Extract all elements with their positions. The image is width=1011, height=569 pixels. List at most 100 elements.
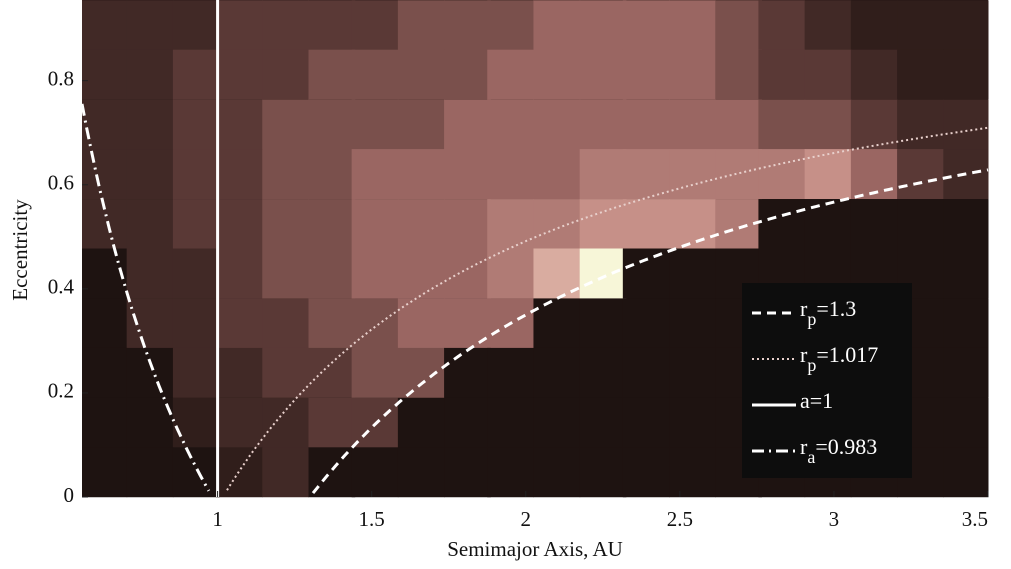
heat-cell (126, 149, 174, 200)
legend-label-part: r (800, 296, 808, 321)
heat-cell (444, 0, 491, 51)
heat-cell (758, 99, 806, 150)
heat-cell (579, 347, 627, 398)
heat-cell (487, 99, 534, 150)
heat-cell (622, 447, 670, 498)
heat-cell (804, 49, 852, 100)
heat-cell (669, 0, 716, 51)
heat-cell (126, 49, 174, 100)
heat-cell (216, 0, 263, 51)
curve (80, 103, 211, 492)
heat-cell (579, 199, 627, 249)
heat-cell (943, 447, 989, 498)
heat-cell (308, 49, 356, 100)
heat-cell (82, 49, 128, 100)
legend-label-part: p (807, 355, 816, 375)
heat-cell (897, 49, 944, 100)
y-axis-label: Eccentricity (8, 199, 32, 301)
heat-cell (308, 199, 356, 249)
heat-cell (262, 149, 309, 200)
heat-cell (82, 99, 128, 150)
legend-label: ra=0.983 (800, 434, 877, 467)
heat-cell (172, 347, 220, 398)
heat-cell (397, 248, 445, 299)
legend-box (742, 283, 912, 478)
x-tick-label: 2.5 (667, 507, 693, 531)
heat-cell (397, 99, 445, 150)
heat-cell (669, 248, 716, 299)
heat-cell (622, 248, 670, 299)
heat-cell (308, 397, 356, 448)
legend-label-part: r (800, 434, 808, 459)
heat-cell (622, 298, 670, 349)
heat-cell (351, 49, 399, 100)
heat-cell (397, 447, 445, 498)
heat-cell (397, 149, 445, 200)
heat-cell (850, 199, 898, 249)
heat-cell (943, 49, 989, 100)
legend-label-part: =0.983 (815, 434, 877, 459)
heat-cell (622, 199, 670, 249)
heat-cell (308, 149, 356, 200)
heat-cell (126, 347, 174, 398)
heat-cell (308, 99, 356, 150)
heat-cell (850, 99, 898, 150)
heat-cell (622, 99, 670, 150)
heat-cell (82, 0, 128, 51)
heat-cell (172, 0, 220, 51)
heat-cell (82, 397, 128, 448)
heat-cell (715, 99, 762, 150)
heat-cell (126, 199, 174, 249)
y-tick-label: 0.4 (48, 275, 75, 299)
heat-cell (622, 347, 670, 398)
heat-cell (262, 99, 309, 150)
heat-cell (622, 49, 670, 100)
heat-cell (579, 0, 627, 51)
heat-cell (82, 248, 128, 299)
legend-label: rp=1.017 (800, 342, 878, 375)
heat-cell (804, 0, 852, 51)
heat-cell (444, 347, 491, 398)
heat-cell (172, 99, 220, 150)
heat-cell (758, 199, 806, 249)
heat-cell (444, 49, 491, 100)
curves (80, 0, 989, 497)
heat-cell (622, 397, 670, 448)
heat-cell (397, 199, 445, 249)
heat-cell (487, 397, 534, 448)
heat-cell (533, 298, 581, 349)
heat-cell (216, 298, 263, 349)
heat-cell (897, 99, 944, 150)
curve (311, 168, 989, 495)
heat-cell (126, 447, 174, 498)
heat-cell (487, 49, 534, 100)
y-tick-label: 0.6 (48, 171, 74, 195)
heat-cell (533, 347, 581, 398)
heat-cell (758, 0, 806, 51)
ticks: 1 1.5 2 2.5 3 3.5 0 0.2 0.4 0.6 0.8 (48, 66, 989, 531)
heat-cell (533, 199, 581, 249)
heat-cell (533, 0, 581, 51)
heat-cell (533, 447, 581, 498)
heat-cell (897, 149, 944, 200)
x-tick-label: 1 (212, 507, 223, 531)
heat-cell (351, 149, 399, 200)
heat-cell (262, 199, 309, 249)
heat-cell (351, 99, 399, 150)
heat-cell (397, 397, 445, 448)
heat-cell (262, 298, 309, 349)
heat-cell (216, 49, 263, 100)
heat-cell (216, 347, 263, 398)
x-axis-label: Semimajor Axis, AU (447, 537, 623, 561)
heat-cell (579, 248, 627, 299)
heat-cell (758, 149, 806, 200)
heat-cell (397, 298, 445, 349)
heat-cell (126, 298, 174, 349)
heat-cell (351, 347, 399, 398)
heat-cell (579, 298, 627, 349)
heat-cell (622, 149, 670, 200)
x-tick-label: 3 (829, 507, 840, 531)
legend-label-part: =1.017 (816, 342, 878, 367)
heat-cell (308, 248, 356, 299)
heat-cell (308, 0, 356, 51)
